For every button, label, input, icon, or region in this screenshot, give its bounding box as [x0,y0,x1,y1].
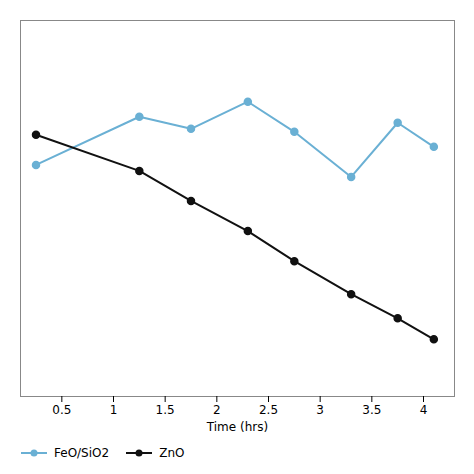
html-text:FeO/SiO2: FeO/SiO2 [54,446,110,460]
svg-text:1: 1 [110,403,118,417]
svg-text:1.5: 1.5 [156,403,175,417]
svg-text:3.5: 3.5 [362,403,381,417]
svg-text:Time (hrs): Time (hrs) [206,420,268,434]
svg-text:0.5: 0.5 [52,403,71,417]
html-text:ZnO: ZnO [159,446,185,460]
svg-text:2.5: 2.5 [259,403,278,417]
svg-text:4: 4 [420,403,428,417]
svg-text:2: 2 [213,403,221,417]
svg-text:3: 3 [316,403,324,417]
